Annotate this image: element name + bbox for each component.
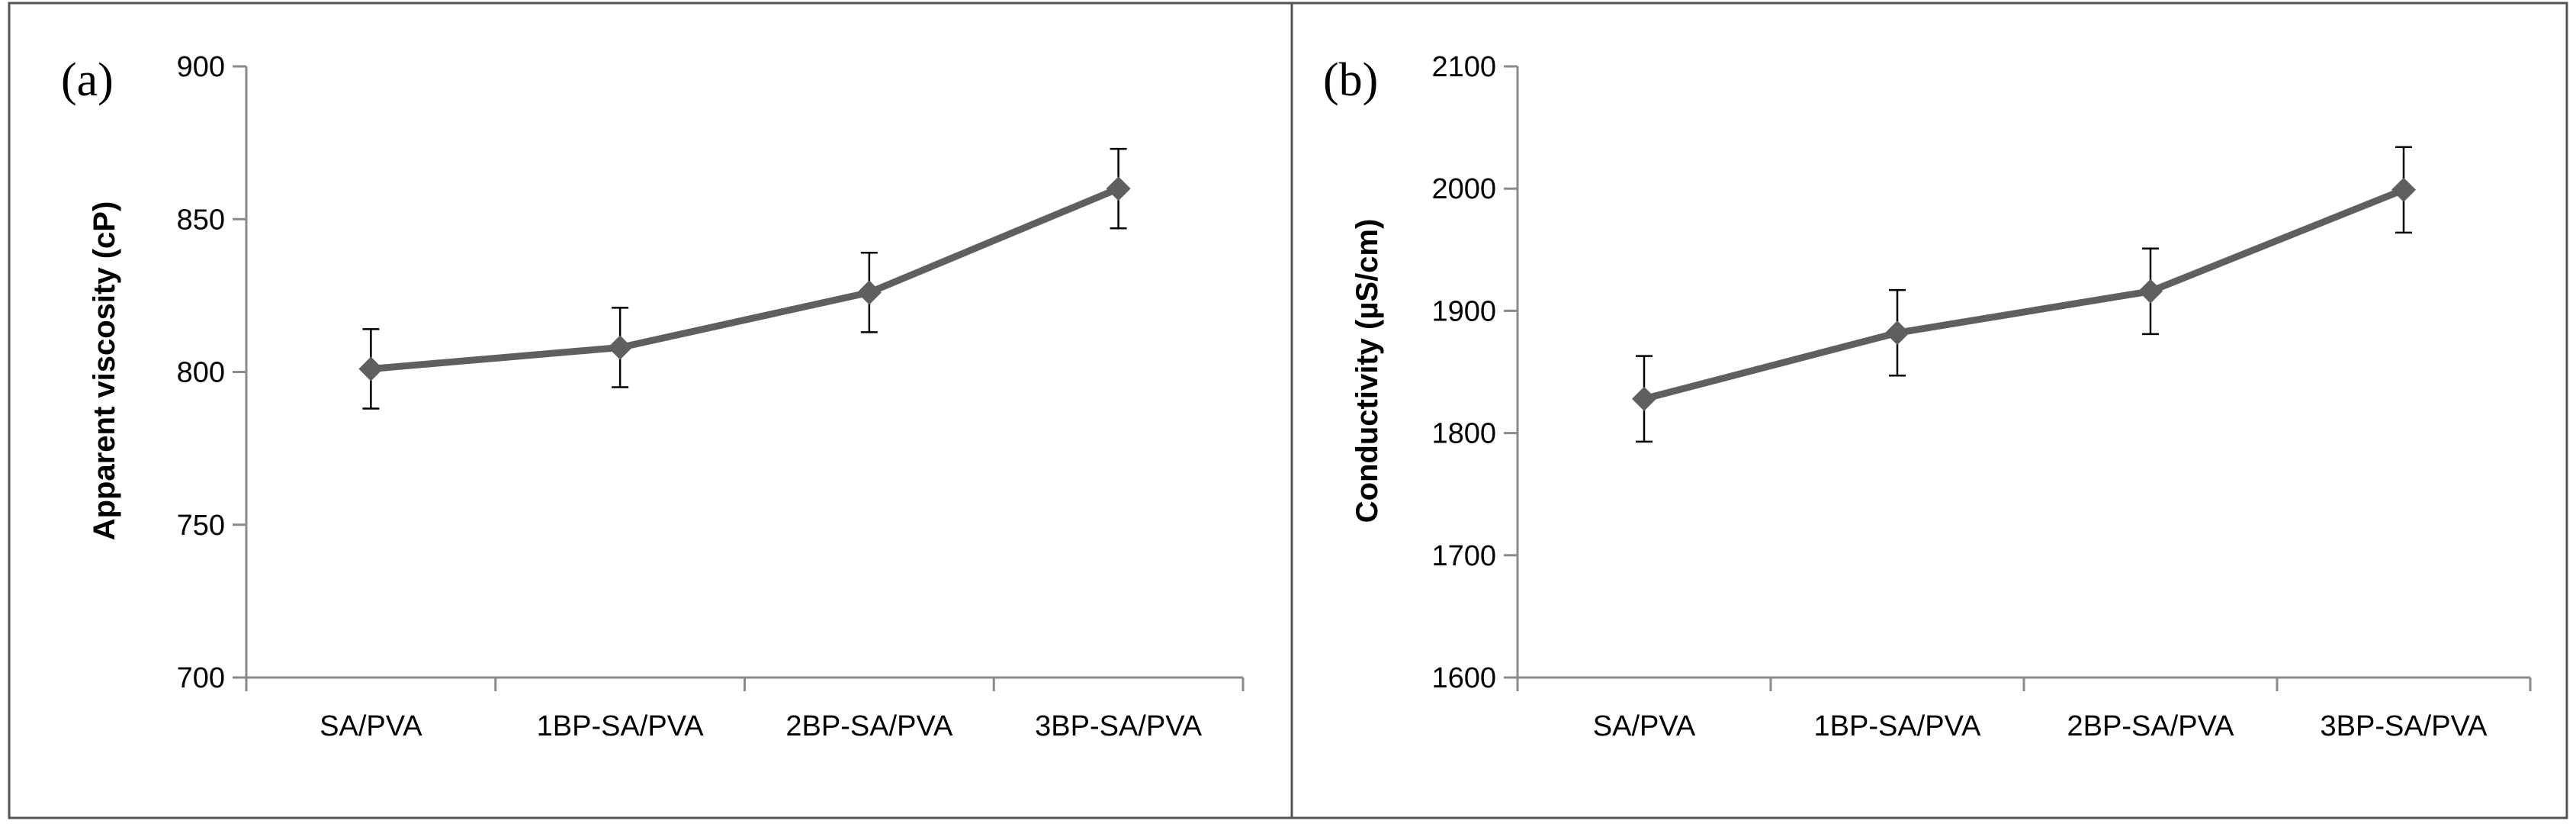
y-tick-label: 1600 <box>1431 662 1496 694</box>
data-point <box>2138 278 2163 304</box>
data-point <box>2391 177 2416 202</box>
y-axis-title: Apparent viscosity (cP) <box>88 201 121 541</box>
x-tick-label: 1BP-SA/PVA <box>537 710 705 742</box>
y-tick-label: 2000 <box>1431 173 1496 205</box>
x-tick-label: 3BP-SA/PVA <box>1035 710 1203 742</box>
figure-frame <box>8 2 2568 819</box>
y-tick-label: 1900 <box>1431 295 1496 327</box>
panel-b: (b) Conductivity (µS/cm) 1600 1700 1800 190… <box>1323 51 2532 742</box>
data-point <box>1885 320 1910 346</box>
series-line <box>370 185 1120 372</box>
series-line <box>1643 186 2405 403</box>
y-tick-label: 800 <box>177 357 225 389</box>
y-tick-label: 750 <box>177 510 225 542</box>
x-tick-label: SA/PVA <box>1593 710 1696 742</box>
x-tick-label: 3BP-SA/PVA <box>2321 710 2488 742</box>
x-tick-label: 1BP-SA/PVA <box>1814 710 1982 742</box>
y-tick-label: 900 <box>177 51 225 83</box>
panel-a: (a) Apparent viscosity (cP) 700 750 800 850… <box>61 51 1245 742</box>
data-point <box>608 335 633 360</box>
data-point <box>358 356 384 381</box>
data-point <box>1106 176 1131 201</box>
panel-label: (a) <box>61 54 114 106</box>
y-tick-label: 700 <box>177 662 225 694</box>
x-tick-label: 2BP-SA/PVA <box>785 710 953 742</box>
x-tick-label: 2BP-SA/PVA <box>2067 710 2235 742</box>
y-tick-label: 1800 <box>1431 418 1496 450</box>
data-point <box>856 280 882 305</box>
y-tick-label: 850 <box>177 204 225 236</box>
y-tick-label: 1700 <box>1431 540 1496 572</box>
y-tick-label: 2100 <box>1431 51 1496 83</box>
x-tick-label: SA/PVA <box>320 710 422 742</box>
data-point <box>1632 386 1656 411</box>
panel-label: (b) <box>1323 54 1378 106</box>
y-axis-title: Conductivity (µS/cm) <box>1351 219 1384 523</box>
